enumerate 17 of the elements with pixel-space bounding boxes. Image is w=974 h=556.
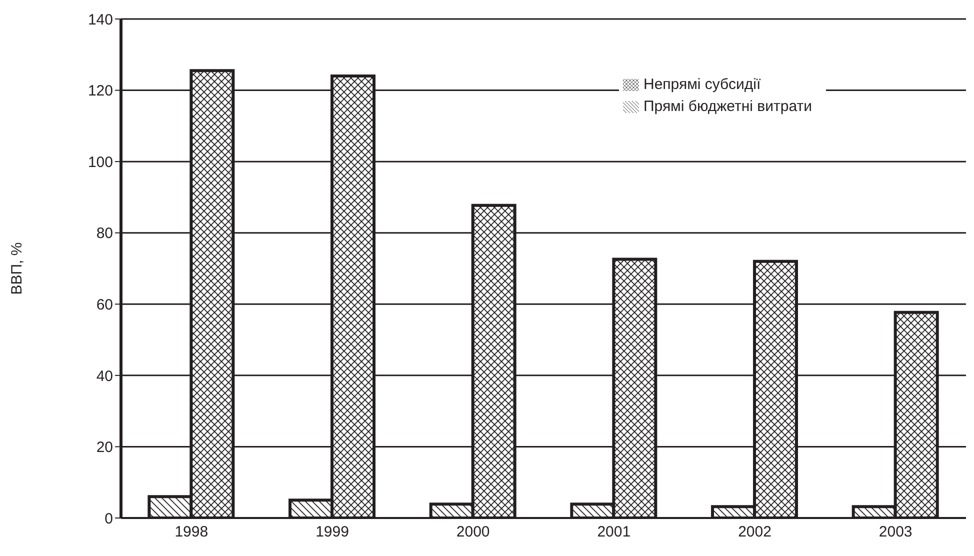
x-tick-label: 2000 — [456, 524, 490, 541]
y-tick-label: 0 — [104, 510, 113, 528]
x-tick-label: 1998 — [174, 524, 208, 541]
y-tick-label: 40 — [96, 368, 113, 385]
legend-label: Прямі бюджетні витрати — [643, 98, 812, 115]
y-axis-title: ВВП, % — [8, 242, 26, 295]
y-tick-label: 120 — [88, 82, 113, 100]
y-tick-label: 100 — [88, 154, 113, 171]
y-tick-label: 60 — [96, 296, 113, 314]
legend-label: Непрямі субсидії — [643, 76, 761, 93]
y-tick-label: 140 — [88, 11, 113, 28]
y-tick-label: 80 — [96, 225, 113, 242]
x-tick-label: 2001 — [597, 524, 631, 541]
x-tick-label: 2002 — [738, 524, 772, 541]
y-tick-label: 20 — [96, 439, 113, 456]
x-tick-label: 2003 — [878, 524, 912, 541]
x-tick-label: 1999 — [316, 524, 349, 541]
